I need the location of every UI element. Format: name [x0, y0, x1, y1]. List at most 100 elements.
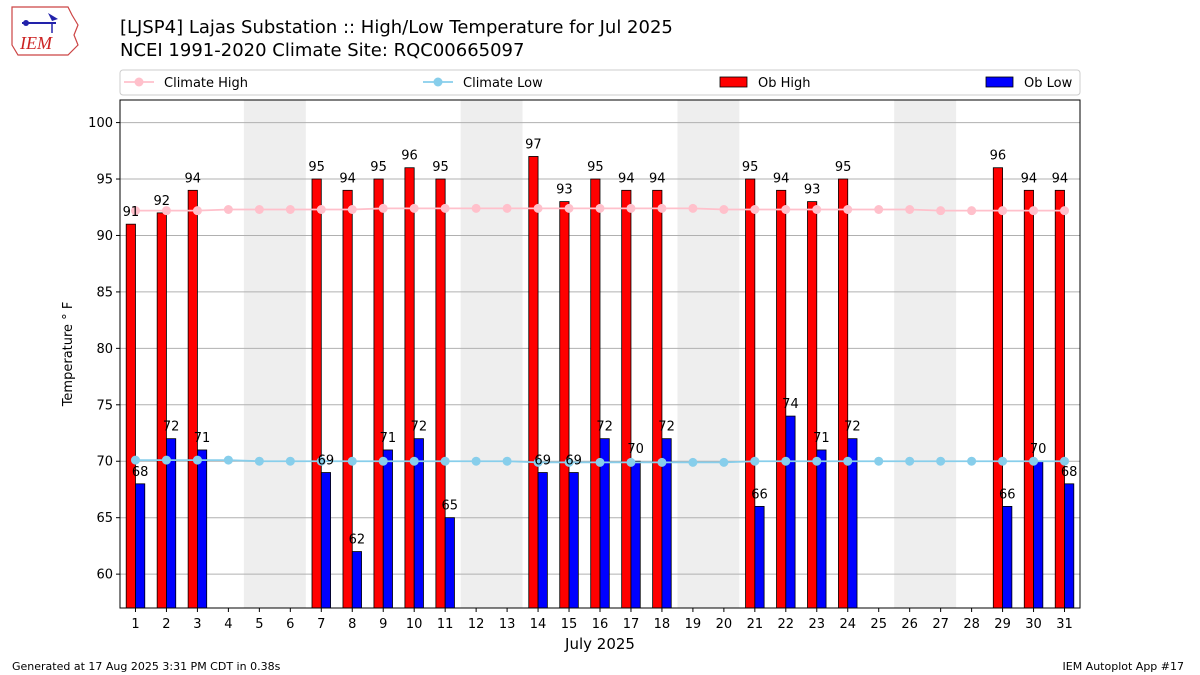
x-tick-label: 23 — [809, 617, 826, 632]
climate-high-point — [223, 205, 233, 215]
x-tick-label: 31 — [1056, 617, 1073, 632]
climate-low-point — [750, 456, 760, 466]
ob-high-label: 94 — [1052, 171, 1069, 186]
x-tick-label: 25 — [870, 617, 887, 632]
weekend-shade — [677, 100, 740, 608]
ob-low-label: 71 — [194, 431, 211, 446]
x-tick-label: 14 — [530, 617, 547, 632]
legend-ob-high-label: Ob High — [758, 76, 811, 91]
ob-high-label: 95 — [432, 160, 449, 175]
ob-high-label: 94 — [185, 171, 202, 186]
x-tick-label: 9 — [379, 617, 387, 632]
ob-high-label: 95 — [370, 160, 387, 175]
climate-high-point — [905, 205, 915, 215]
climate-low-point — [719, 457, 729, 467]
ob-low-label: 72 — [163, 420, 180, 435]
climate-high-point — [750, 205, 760, 215]
ob-low-label: 71 — [380, 431, 397, 446]
y-tick-label: 70 — [96, 455, 113, 470]
climate-low-point — [192, 455, 202, 465]
climate-high-point — [161, 206, 171, 216]
ob-low-label: 69 — [565, 454, 582, 469]
ob-low-bar — [630, 460, 641, 609]
climate-low-point — [502, 456, 512, 466]
climate-low-point — [378, 456, 388, 466]
legend-ob-low-label: Ob Low — [1024, 76, 1073, 91]
climate-low-point — [564, 457, 574, 467]
climate-low-point — [409, 456, 419, 466]
climate-low-point — [812, 456, 822, 466]
climate-high-point — [998, 206, 1008, 216]
ob-high-bar — [435, 178, 446, 609]
climate-low-point — [1060, 456, 1070, 466]
y-tick-label: 100 — [88, 116, 113, 131]
weekend-shade — [894, 100, 957, 608]
x-tick-label: 8 — [348, 617, 356, 632]
climate-low-point — [285, 456, 295, 466]
climate-low-point — [161, 455, 171, 465]
climate-high-point — [781, 205, 791, 215]
ob-high-label: 92 — [154, 194, 171, 209]
climate-low-point — [347, 456, 357, 466]
legend-climate-high-marker — [134, 77, 144, 87]
climate-high-point — [533, 203, 543, 213]
ob-high-bar — [1023, 189, 1034, 609]
legend-box — [119, 69, 1081, 96]
climate-low-point — [843, 456, 853, 466]
app-credit: IEM Autoplot App #17 — [1062, 660, 1185, 673]
climate-low-point — [688, 457, 698, 467]
x-tick-label: 4 — [224, 617, 232, 632]
climate-high-point — [936, 206, 946, 216]
ob-high-bar — [590, 178, 601, 609]
x-tick-label: 28 — [963, 617, 980, 632]
ob-high-bar — [559, 201, 570, 609]
x-tick-label: 30 — [1025, 617, 1042, 632]
x-tick-label: 22 — [778, 617, 795, 632]
weekend-shade — [243, 100, 306, 608]
ob-low-bar — [135, 483, 146, 609]
climate-low-point — [905, 456, 915, 466]
x-tick-label: 26 — [901, 617, 918, 632]
climate-low-point — [254, 456, 264, 466]
x-tick-label: 29 — [994, 617, 1011, 632]
climate-low-point — [223, 455, 233, 465]
ob-high-label: 95 — [835, 160, 852, 175]
ob-low-bar — [351, 551, 362, 609]
y-tick-label: 65 — [96, 511, 113, 526]
climate-low-point — [130, 455, 140, 465]
x-tick-label: 7 — [317, 617, 325, 632]
x-tick-label: 6 — [286, 617, 294, 632]
ob-high-label: 94 — [618, 171, 635, 186]
ob-high-bar — [156, 212, 167, 609]
ob-high-label: 94 — [339, 171, 356, 186]
legend-climate-low-marker — [433, 77, 443, 87]
ob-low-bar — [816, 449, 827, 609]
chart-subtitle: NCEI 1991-2020 Climate Site: RQC00665097 — [120, 40, 525, 61]
x-tick-label: 27 — [932, 617, 949, 632]
climate-low-point — [626, 457, 636, 467]
climate-high-point — [595, 203, 605, 213]
ob-low-bar — [1002, 505, 1013, 609]
x-tick-label: 17 — [623, 617, 640, 632]
climate-high-point — [254, 205, 264, 215]
ob-high-bar — [745, 178, 756, 609]
climate-low-point — [1029, 456, 1039, 466]
x-tick-label: 11 — [437, 617, 454, 632]
ob-low-bar — [754, 505, 765, 609]
ob-low-label: 62 — [349, 533, 366, 548]
climate-low-point — [781, 456, 791, 466]
x-tick-label: 21 — [747, 617, 764, 632]
ob-low-label: 69 — [318, 454, 335, 469]
climate-low-point — [440, 456, 450, 466]
y-tick-label: 95 — [96, 173, 113, 188]
climate-high-point — [874, 205, 884, 215]
ob-low-bar — [444, 517, 455, 609]
ob-high-label: 94 — [649, 171, 666, 186]
ob-high-bar — [838, 178, 849, 609]
legend-ob-low-swatch — [985, 76, 1014, 88]
ob-low-bar — [1064, 483, 1075, 609]
ob-low-bar — [382, 449, 393, 609]
ob-low-bar — [537, 472, 548, 609]
climate-low-point — [471, 456, 481, 466]
